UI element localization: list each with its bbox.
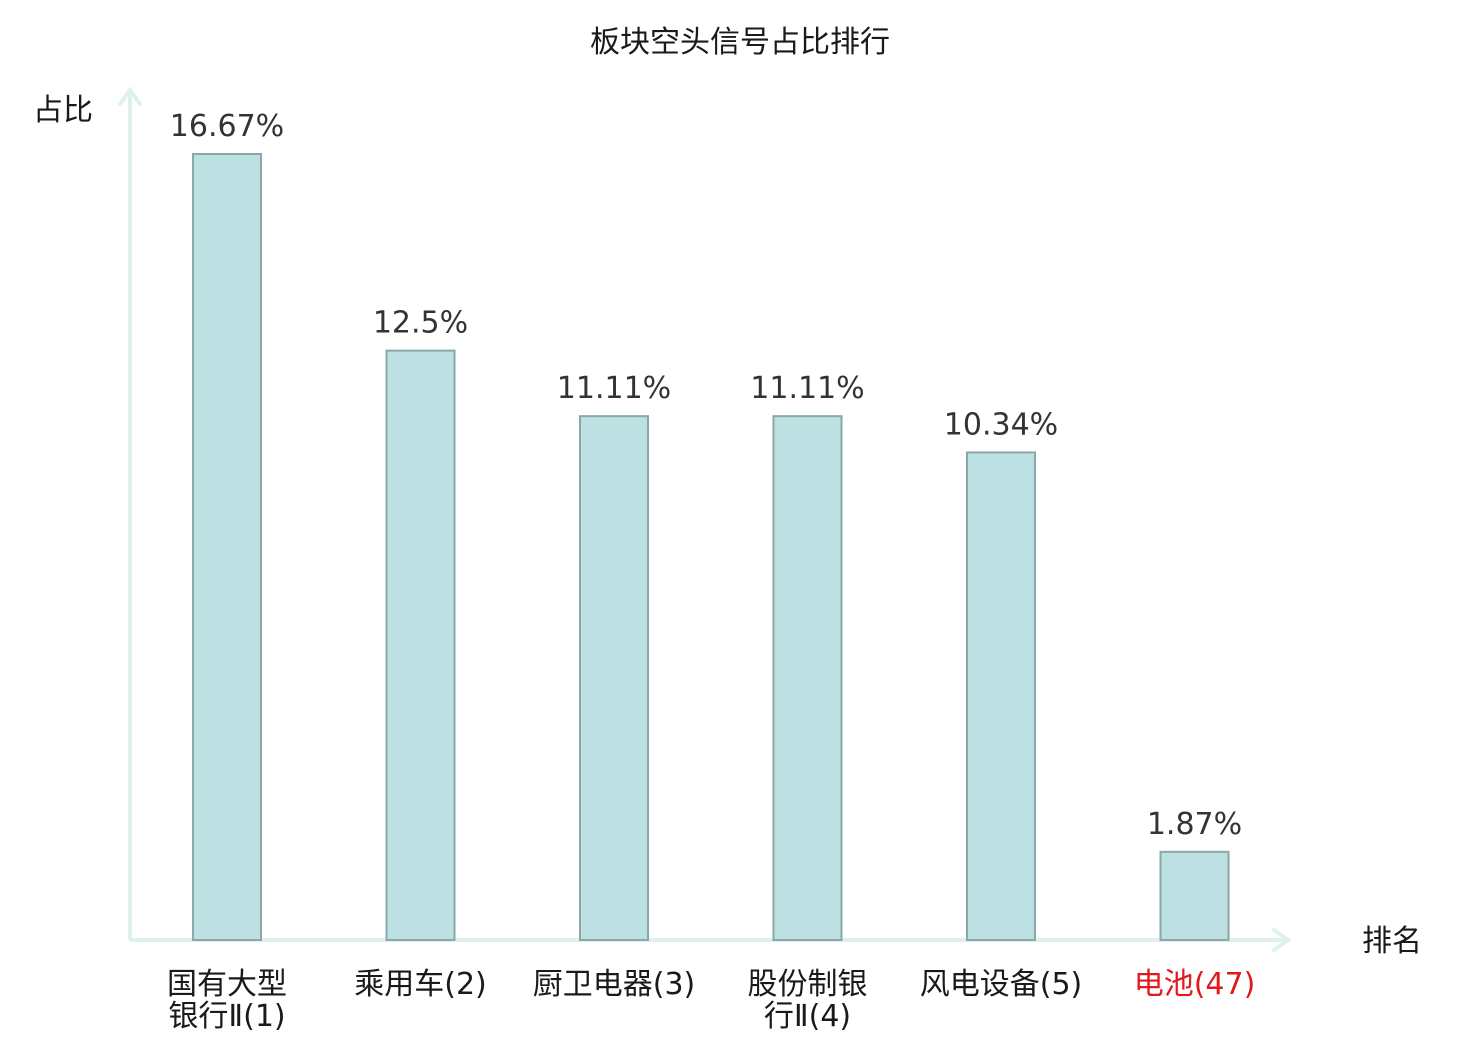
category-label: 电池(47) bbox=[1134, 967, 1256, 1002]
bars-group bbox=[192, 153, 1230, 942]
value-label: 1.87% bbox=[1147, 807, 1242, 842]
category-label: 银行Ⅱ(1) bbox=[168, 999, 285, 1034]
x-axis-label: 排名 bbox=[1362, 924, 1422, 959]
bar bbox=[966, 451, 1036, 941]
y-axis-label: 占比 bbox=[33, 93, 93, 128]
category-label: 股份制银 bbox=[748, 967, 868, 1002]
bar bbox=[192, 153, 262, 941]
x-axis-arrow-icon bbox=[1272, 928, 1292, 952]
category-label: 厨卫电器(3) bbox=[533, 967, 696, 1002]
value-label: 11.11% bbox=[557, 371, 671, 406]
bar bbox=[579, 415, 649, 941]
category-label: 国有大型 bbox=[167, 967, 287, 1002]
value-label: 11.11% bbox=[750, 371, 864, 406]
chart-title: 板块空头信号占比排行 bbox=[590, 25, 890, 60]
bar bbox=[772, 415, 843, 941]
axes bbox=[118, 86, 1292, 952]
value-label: 16.67% bbox=[170, 109, 284, 144]
value-labels-group: 16.67% 12.5% 11.11% 11.11% 10.34% 1.87% bbox=[170, 109, 1242, 842]
category-label: 行Ⅱ(4) bbox=[764, 999, 851, 1034]
value-label: 12.5% bbox=[373, 306, 468, 341]
bar bbox=[385, 349, 456, 942]
value-label: 10.34% bbox=[944, 407, 1058, 442]
category-label: 风电设备(5) bbox=[920, 967, 1083, 1002]
y-axis-arrow-icon bbox=[118, 86, 142, 106]
bar bbox=[1159, 850, 1230, 941]
category-label: 乘用车(2) bbox=[354, 967, 487, 1002]
